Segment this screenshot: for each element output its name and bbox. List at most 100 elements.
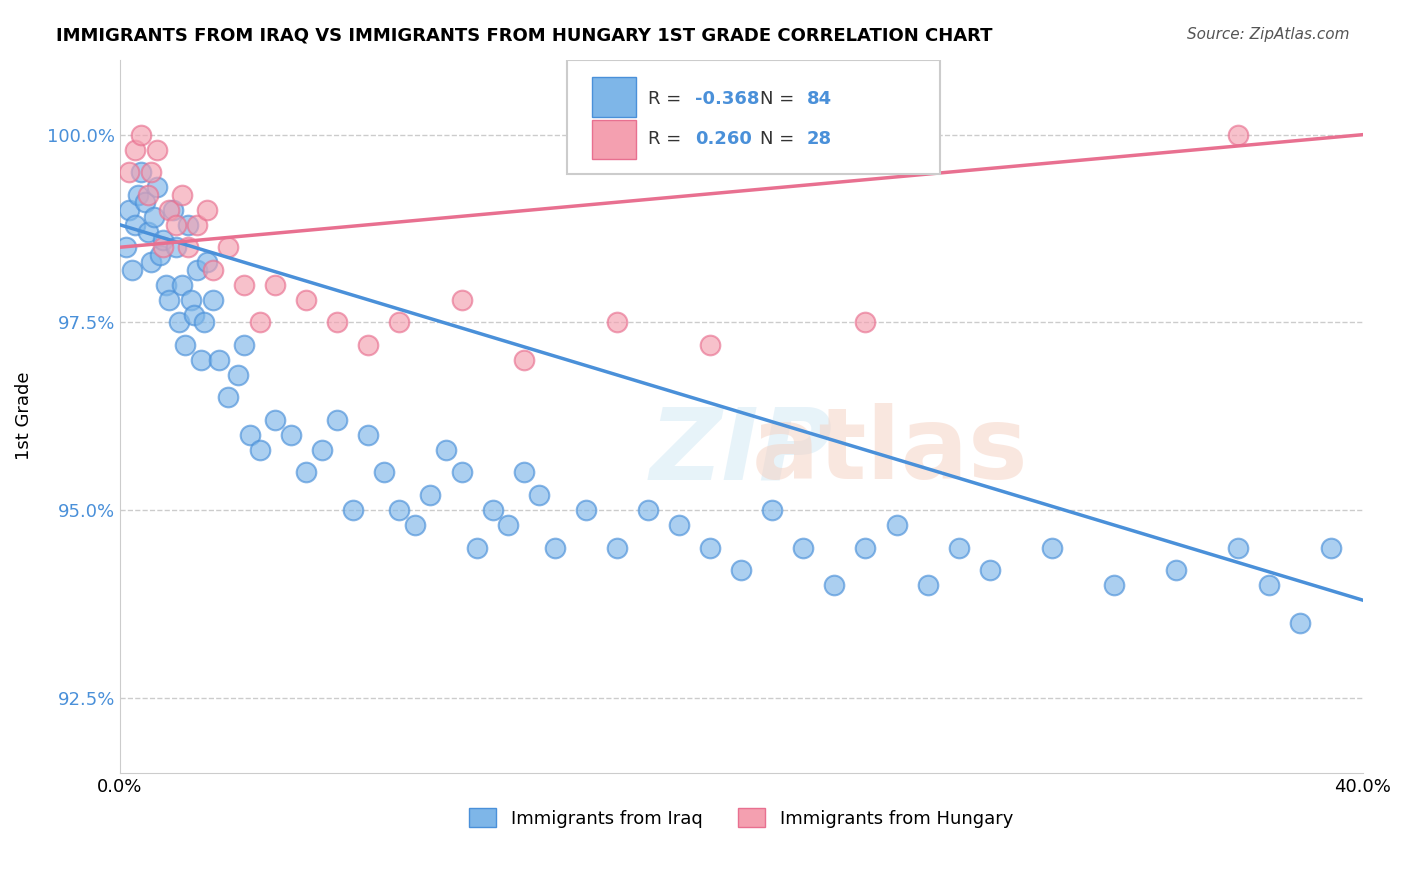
Point [606,541,628,555]
Text: 28: 28 [807,130,832,148]
Text: 84: 84 [807,90,832,108]
Point [233,338,256,352]
Point [139,255,162,269]
Point [124,218,146,232]
Point [249,442,271,457]
Point [637,503,659,517]
Point [190,352,212,367]
Point [465,541,488,555]
Point [948,541,970,555]
Point [295,293,318,307]
Y-axis label: 1st Grade: 1st Grade [15,372,32,460]
Point [342,503,364,517]
Point [792,541,814,555]
Point [668,518,690,533]
Point [142,211,165,225]
Point [146,180,169,194]
Point [295,466,318,480]
Point [152,240,174,254]
Point [186,262,208,277]
Point [226,368,249,382]
Point [183,308,205,322]
Point [917,578,939,592]
FancyBboxPatch shape [592,78,636,117]
Point [177,240,200,254]
Point [388,503,411,517]
Point [249,315,271,329]
Point [1258,578,1281,592]
Point [146,143,169,157]
Point [855,541,877,555]
Point [512,352,534,367]
Point [1040,541,1063,555]
FancyBboxPatch shape [592,120,636,160]
Point [124,143,146,157]
Text: 0.260: 0.260 [695,130,752,148]
Point [170,187,193,202]
Point [450,466,472,480]
Legend: Immigrants from Iraq, Immigrants from Hungary: Immigrants from Iraq, Immigrants from Hu… [461,801,1021,835]
Point [1102,578,1125,592]
Text: Source: ZipAtlas.com: Source: ZipAtlas.com [1187,27,1350,42]
Text: atlas: atlas [752,403,1029,500]
Text: N =: N = [759,90,800,108]
Point [127,187,149,202]
Point [208,352,231,367]
Point [165,240,187,254]
Text: R =: R = [648,90,688,108]
Point [280,428,302,442]
Point [823,578,845,592]
Point [1320,541,1343,555]
FancyBboxPatch shape [567,60,941,174]
Point [699,541,721,555]
Point [404,518,426,533]
Point [311,442,333,457]
Text: IMMIGRANTS FROM IRAQ VS IMMIGRANTS FROM HUNGARY 1ST GRADE CORRELATION CHART: IMMIGRANTS FROM IRAQ VS IMMIGRANTS FROM … [56,27,993,45]
Point [201,262,224,277]
Point [149,248,172,262]
Point [1289,615,1312,630]
Point [174,338,197,352]
Point [170,277,193,292]
Point [195,255,218,269]
Point [264,413,287,427]
Point [195,202,218,217]
Point [218,240,240,254]
Point [165,218,187,232]
Point [201,293,224,307]
Point [450,293,472,307]
Point [434,442,457,457]
Text: R =: R = [648,130,688,148]
Point [162,202,184,217]
Text: ZIP: ZIP [650,403,832,500]
Point [357,428,380,442]
Point [419,488,441,502]
Point [239,428,262,442]
Point [326,315,349,329]
Text: N =: N = [759,130,800,148]
Point [152,233,174,247]
Point [134,195,156,210]
Point [544,541,567,555]
Point [155,277,177,292]
Point [496,518,519,533]
Point [131,128,153,142]
Point [186,218,208,232]
Point [575,503,598,517]
Point [699,338,721,352]
Point [159,293,181,307]
Point [139,165,162,179]
Point [527,488,550,502]
Point [118,202,141,217]
Point [131,165,153,179]
Point [855,315,877,329]
Point [167,315,190,329]
Point [606,315,628,329]
Point [373,466,395,480]
Point [512,466,534,480]
Point [115,240,138,254]
Point [326,413,349,427]
Point [1227,541,1250,555]
Point [761,503,783,517]
Point [177,218,200,232]
